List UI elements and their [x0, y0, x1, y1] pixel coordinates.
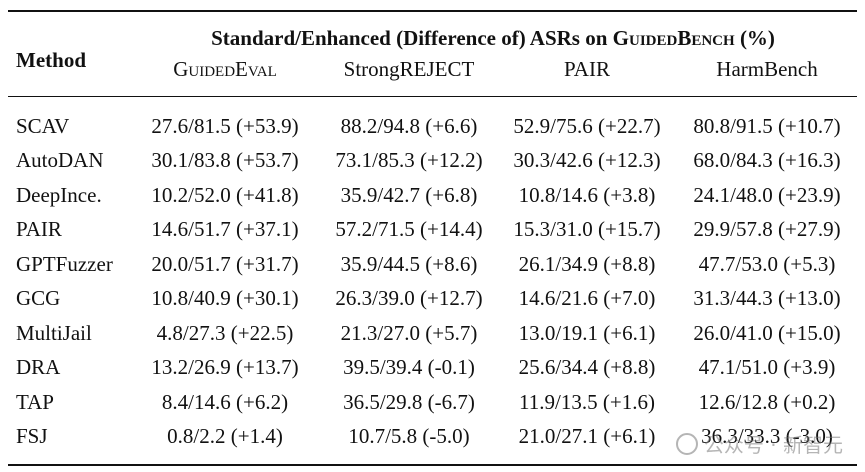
- table-cell: 35.9/42.7 (+6.8): [340, 182, 478, 207]
- table-row: GPTFuzzer 20.0/51.7 (+31.7) 35.9/44.5 (+…: [8, 247, 857, 282]
- method-name: MultiJail: [16, 320, 92, 345]
- table-cell: 10.2/52.0 (+41.8): [151, 182, 299, 207]
- method-name: DeepInce.: [16, 182, 102, 207]
- table-cell: 14.6/51.7 (+37.1): [151, 217, 299, 242]
- method-name: DRA: [16, 355, 61, 380]
- table-cell: 88.2/94.8 (+6.6): [340, 113, 478, 138]
- table-cell: 21.3/27.0 (+5.7): [340, 320, 478, 345]
- table-cell: 13.0/19.1 (+6.1): [518, 320, 656, 345]
- table-cell: 73.1/85.3 (+12.2): [335, 148, 483, 173]
- table-cell: 36.3/33.3 (-3.0): [677, 419, 858, 466]
- table-cell: 57.2/71.5 (+14.4): [335, 217, 483, 242]
- table-cell: 12.6/12.8 (+0.2): [698, 389, 836, 414]
- group-header: Standard/Enhanced (Difference of) ASRs o…: [129, 10, 858, 53]
- table-cell: 13.2/26.9 (+13.7): [151, 355, 299, 380]
- table-cell: 26.3/39.0 (+12.7): [335, 286, 483, 311]
- table-cell: 20.0/51.7 (+31.7): [151, 251, 299, 276]
- table-cell: 31.3/44.3 (+13.0): [693, 286, 841, 311]
- method-name: PAIR: [16, 217, 62, 242]
- table-header: Method Standard/Enhanced (Difference of)…: [8, 10, 858, 97]
- table-cell: 0.8/2.2 (+1.4): [129, 419, 321, 466]
- table-cell: 10.8/14.6 (+3.8): [518, 182, 656, 207]
- method-name: TAP: [16, 389, 54, 414]
- table-cell: 27.6/81.5 (+53.9): [151, 113, 299, 138]
- method-name: SCAV: [16, 113, 70, 138]
- method-column-header: Method: [8, 10, 129, 97]
- table-cell: 4.8/27.3 (+22.5): [156, 320, 294, 345]
- table-cell: 10.7/5.8 (-5.0): [321, 419, 497, 466]
- table-cell: 30.1/83.8 (+53.7): [151, 148, 299, 173]
- table-row: TAP 8.4/14.6 (+6.2) 36.5/29.8 (-6.7) 11.…: [8, 385, 857, 420]
- group-header-prefix: Standard/Enhanced (Difference of) ASRs o…: [211, 26, 613, 50]
- results-table: Method Standard/Enhanced (Difference of)…: [8, 10, 858, 466]
- method-name: AutoDAN: [16, 148, 104, 173]
- table-row: DRA 13.2/26.9 (+13.7) 39.5/39.4 (-0.1) 2…: [8, 351, 857, 386]
- column-header-strongreject: StrongREJECT: [321, 53, 497, 97]
- table-row: DeepInce. 10.2/52.0 (+41.8) 35.9/42.7 (+…: [8, 178, 857, 213]
- table-cell: 21.0/27.1 (+6.1): [497, 419, 677, 466]
- table-cell: 68.0/84.3 (+16.3): [693, 148, 841, 173]
- group-header-suffix: (%): [734, 26, 775, 50]
- guidedbench-label: GuidedBench: [612, 26, 735, 50]
- table-cell: 47.7/53.0 (+5.3): [698, 251, 836, 276]
- table-cell: 29.9/57.8 (+27.9): [693, 217, 841, 242]
- table-cell: 26.1/34.9 (+8.8): [518, 251, 656, 276]
- table-row: AutoDAN 30.1/83.8 (+53.7) 73.1/85.3 (+12…: [8, 144, 857, 179]
- method-name: GCG: [16, 286, 61, 311]
- table-cell: 30.3/42.6 (+12.3): [513, 148, 661, 173]
- method-name: GPTFuzzer: [16, 251, 113, 276]
- table-row: MultiJail 4.8/27.3 (+22.5) 21.3/27.0 (+5…: [8, 316, 857, 351]
- table-row: GCG 10.8/40.9 (+30.1) 26.3/39.0 (+12.7) …: [8, 282, 857, 317]
- table-body: SCAV 27.6/81.5 (+53.9) 88.2/94.8 (+6.6) …: [8, 97, 858, 466]
- table-row: SCAV 27.6/81.5 (+53.9) 88.2/94.8 (+6.6) …: [8, 97, 857, 144]
- table-cell: 15.3/31.0 (+15.7): [513, 217, 661, 242]
- table-cell: 14.6/21.6 (+7.0): [518, 286, 656, 311]
- table-cell: 39.5/39.4 (-0.1): [343, 355, 475, 380]
- table-cell: 52.9/75.6 (+22.7): [513, 113, 661, 138]
- table-cell: 24.1/48.0 (+23.9): [693, 182, 841, 207]
- column-header-harmbench: HarmBench: [677, 53, 858, 97]
- table-cell: 47.1/51.0 (+3.9): [698, 355, 836, 380]
- table-cell: 36.5/29.8 (-6.7): [343, 389, 475, 414]
- method-name: FSJ: [8, 419, 129, 466]
- table-cell: 80.8/91.5 (+10.7): [693, 113, 841, 138]
- table-cell: 26.0/41.0 (+15.0): [693, 320, 841, 345]
- table-cell: 10.8/40.9 (+30.1): [151, 286, 299, 311]
- column-header-guidedeval: GuidedEval: [129, 53, 321, 97]
- table-cell: 25.6/34.4 (+8.8): [518, 355, 656, 380]
- table-cell: 11.9/13.5 (+1.6): [519, 389, 655, 414]
- table-row: PAIR 14.6/51.7 (+37.1) 57.2/71.5 (+14.4)…: [8, 213, 857, 248]
- table-row: FSJ 0.8/2.2 (+1.4) 10.7/5.8 (-5.0) 21.0/…: [8, 419, 858, 466]
- table-cell: 35.9/44.5 (+8.6): [340, 251, 478, 276]
- table-cell: 8.4/14.6 (+6.2): [161, 389, 289, 414]
- column-header-pair: PAIR: [497, 53, 677, 97]
